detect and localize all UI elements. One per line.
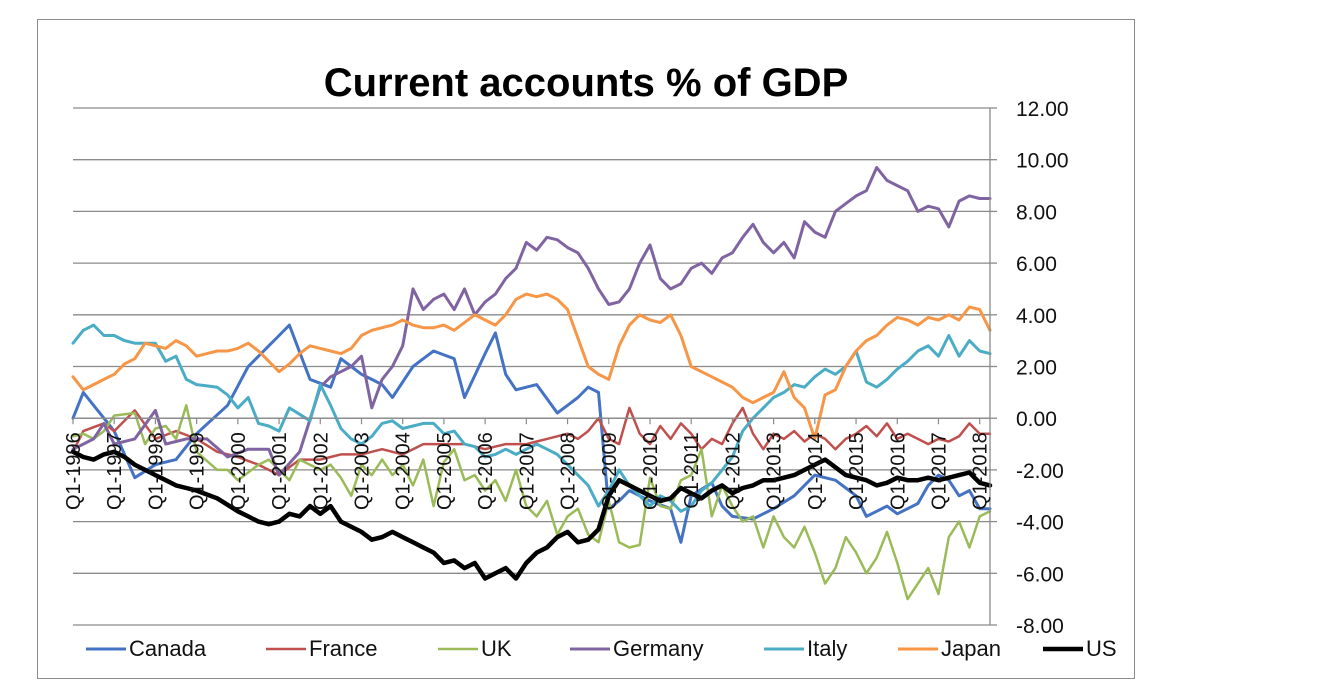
y-tick-label: 10.00 [1016,150,1069,173]
x-tick-label: Q1-1998 [145,432,167,510]
x-tick-label: Q1-2005 [434,432,456,510]
legend-label-us: US [1086,636,1117,661]
series-line-italy [71,323,992,513]
x-tick-label: Q1-1996 [63,432,85,510]
legend-label-germany: Germany [613,636,703,661]
x-tick-label: Q1-2003 [351,432,373,510]
series-line-japan [71,292,992,441]
y-tick-label: -8.00 [1016,615,1064,638]
y-tick-label: 0.00 [1016,408,1057,431]
chart-title: Current accounts % of GDP [324,61,849,105]
series-line-us [70,449,993,581]
x-tick-label: Q1-2010 [640,432,662,510]
chart-frame: Current accounts % of GDP 12.00 10.00 8.00… [37,19,1135,679]
y-tick-label: 12.00 [1016,98,1069,121]
y-tick-label: -4.00 [1016,512,1064,535]
y-tick-label: 4.00 [1016,305,1057,328]
x-tick-label: Q1-2002 [310,432,332,510]
x-tick-label: Q1-1997 [104,432,126,510]
x-tick-label: Q1-2012 [722,432,744,510]
x-tick-label: Q1-2015 [846,432,868,510]
chart-svg: Current accounts % of GDP 12.00 10.00 8.00… [63,61,1117,661]
x-tick-label: Q1-2009 [599,432,621,510]
y-tick-label: 2.00 [1016,357,1057,380]
x-tick-label: Q1-2016 [887,432,909,510]
x-tick-label: Q1-2000 [228,432,250,510]
y-tick-label: 6.00 [1016,253,1057,276]
legend-label-japan: Japan [941,636,1001,661]
x-tick-label: Q1-2007 [516,432,538,510]
x-tick-label: Q1-2018 [970,432,992,510]
y-tick-label: 8.00 [1016,201,1057,224]
x-tick-label: Q1-1999 [187,432,209,510]
x-tick-label: Q1-2001 [269,432,291,510]
series-line-canada [71,323,992,544]
legend-label-france: France [309,636,377,661]
x-tick-label: Q1-2008 [558,432,580,510]
y-tick-label: -6.00 [1016,563,1064,586]
x-tick-label: Q1-2011 [681,432,703,508]
x-tick-label: Q1-2006 [475,432,497,510]
x-tick-label: Q1-2013 [764,432,786,510]
x-axis-ticks: Q1-1996 Q1-1997 Q1-1998 Q1-1999 Q1-2000 Q1-20… [63,418,992,510]
legend-label-uk: UK [481,636,512,661]
x-tick-label: Q1-2004 [393,432,415,510]
y-axis-ticks: 12.00 10.00 8.00 6.00 4.00 2.00 0.00 -2.00 -4.00… [990,98,1069,638]
y-tick-label: -2.00 [1016,460,1064,483]
series-line-uk [71,404,992,601]
series-lines [70,166,993,601]
x-tick-label: Q1-2014 [805,432,827,510]
legend: Canada France UK Germany Italy Japan US [86,636,1117,661]
x-tick-label: Q1-2017 [928,432,950,510]
legend-label-italy: Italy [807,636,847,661]
legend-label-canada: Canada [129,636,207,661]
series-line-germany [71,166,992,477]
